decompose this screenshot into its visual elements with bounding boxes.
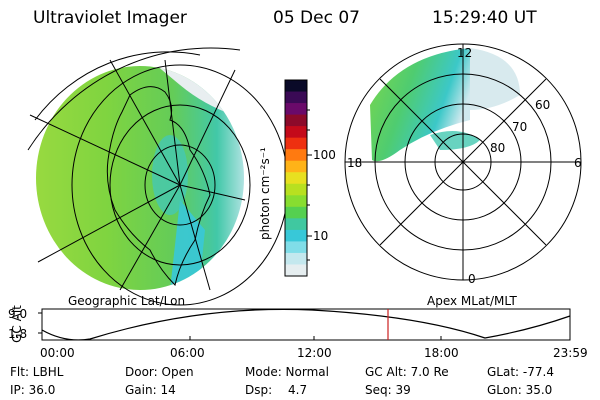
- time-tick-0000: 00:00: [40, 346, 75, 360]
- colorbar-band: [285, 103, 307, 116]
- colorbar-unit-label: photon cm⁻²s⁻¹: [258, 147, 272, 240]
- mlt-12-label: 12: [457, 46, 473, 60]
- mlat-80-label: 80: [490, 141, 506, 155]
- colorbar-band: [285, 91, 307, 104]
- dsp-label: Dsp:: [245, 383, 273, 397]
- colorbar-band: [285, 160, 307, 173]
- colorbar-band: [285, 149, 307, 162]
- instrument-title: Ultraviolet Imager: [33, 8, 187, 28]
- gain-info: Gain: 14: [125, 383, 176, 397]
- date-label: 05 Dec 07: [273, 8, 360, 28]
- time-tick-0600: 06:00: [170, 346, 205, 360]
- filter-info: Flt: LBHL: [10, 365, 64, 379]
- colorbar-band: [285, 172, 307, 185]
- colorbar-tick-10: 10: [313, 229, 329, 243]
- colorbar-tick-100: 100: [313, 148, 336, 162]
- colorbar-band: [285, 206, 307, 219]
- glat-info: GLat: -77.4: [487, 365, 554, 379]
- colorbar: [284, 79, 312, 277]
- glon-info: GLon: 35.0: [487, 383, 553, 397]
- colorbar-band: [285, 241, 307, 254]
- colorbar-band: [285, 264, 307, 277]
- mlat-70-label: 70: [512, 120, 528, 134]
- colorbar-band: [285, 126, 307, 139]
- altitude-ytick-low: 1.8: [8, 327, 28, 341]
- gc-alt-info: GC Alt: 7.0 Re: [365, 365, 449, 379]
- colorbar-band: [285, 252, 307, 266]
- colorbar-band: [285, 195, 307, 208]
- ip-info: IP: 36.0: [10, 383, 56, 397]
- mlt-0-label: 0: [468, 272, 476, 286]
- mlat-60-label: 60: [535, 98, 551, 112]
- time-tick-1800: 18:00: [424, 346, 459, 360]
- colorbar-band: [285, 218, 307, 231]
- geographic-map: [27, 47, 289, 306]
- mode-info: Mode: Normal: [245, 365, 329, 379]
- time-label: 15:29:40 UT: [432, 8, 537, 28]
- altitude-plot: [38, 308, 571, 341]
- colorbar-band: [285, 80, 307, 93]
- apex-polar-plot: [344, 43, 582, 281]
- mlt-6-label: 6: [574, 156, 582, 170]
- dsp-value: 4.7: [288, 383, 308, 397]
- colorbar-band: [285, 114, 307, 127]
- seq-info: Seq: 39: [365, 383, 411, 397]
- time-tick-2359: 23:59: [553, 346, 588, 360]
- geo-caption: Geographic Lat/Lon: [68, 294, 186, 308]
- colorbar-band: [285, 137, 307, 150]
- colorbar-band: [285, 183, 307, 196]
- time-tick-1200: 12:00: [297, 346, 332, 360]
- door-info: Door: Open: [125, 365, 194, 379]
- altitude-ytick-high: 9.0: [8, 307, 28, 321]
- apex-caption: Apex MLat/MLT: [427, 294, 517, 308]
- colorbar-band: [285, 229, 307, 243]
- mlt-18-label: 18: [347, 156, 363, 170]
